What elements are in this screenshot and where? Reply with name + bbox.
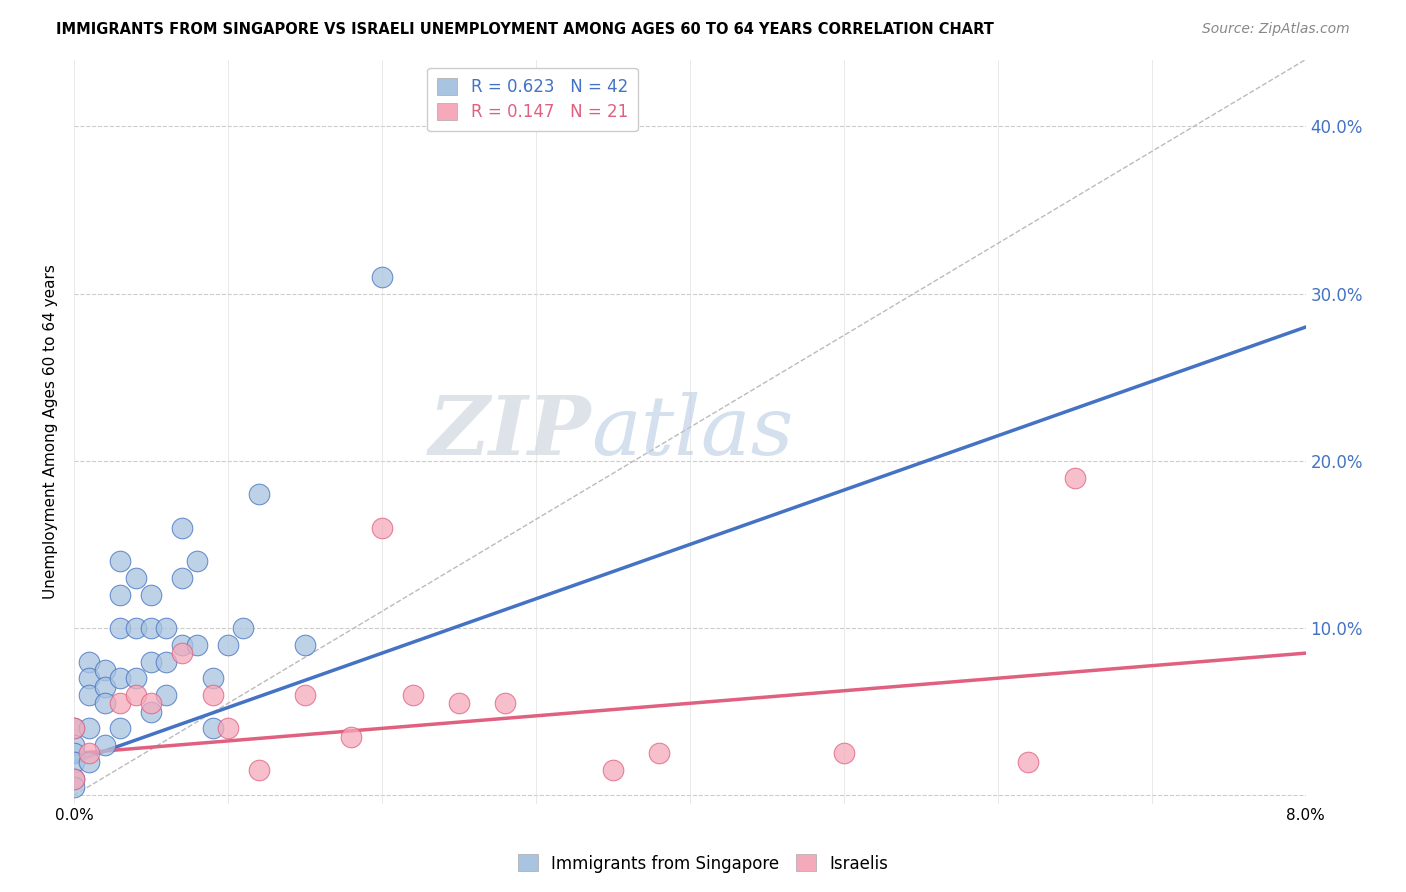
Point [186,638,208,652]
Point [494,696,516,710]
Point [110,588,132,602]
Point [79,688,101,702]
Text: Source: ZipAtlas.com: Source: ZipAtlas.com [1202,22,1350,37]
Point [63,780,86,794]
Point [63,747,86,761]
Point [217,638,239,652]
Point [63,738,86,752]
Point [170,521,193,535]
Point [110,621,132,635]
Text: IMMIGRANTS FROM SINGAPORE VS ISRAELI UNEMPLOYMENT AMONG AGES 60 TO 64 YEARS CORR: IMMIGRANTS FROM SINGAPORE VS ISRAELI UNE… [56,22,994,37]
Point [201,671,224,685]
Point [110,554,132,568]
Point [63,772,86,786]
Point [139,588,162,602]
Point [447,696,470,710]
Point [155,688,177,702]
Point [371,269,394,284]
Point [832,747,855,761]
Point [63,755,86,769]
Point [139,696,162,710]
Legend: Immigrants from Singapore, Israelis: Immigrants from Singapore, Israelis [512,847,894,880]
Point [170,646,193,660]
Point [63,772,86,786]
Point [170,638,193,652]
Text: ZIP: ZIP [429,392,592,472]
Point [63,722,86,736]
Point [217,722,239,736]
Point [170,571,193,585]
Point [79,747,101,761]
Point [124,621,146,635]
Point [110,671,132,685]
Point [602,763,624,777]
Point [110,696,132,710]
Point [79,722,101,736]
Legend: R = 0.623   N = 42, R = 0.147   N = 21: R = 0.623 N = 42, R = 0.147 N = 21 [427,68,638,131]
Point [340,730,363,744]
Point [201,722,224,736]
Point [247,763,270,777]
Point [371,521,394,535]
Point [139,655,162,669]
Point [155,655,177,669]
Point [124,671,146,685]
Point [247,487,270,501]
Y-axis label: Unemployment Among Ages 60 to 64 years: Unemployment Among Ages 60 to 64 years [44,264,58,599]
Point [79,755,101,769]
Point [94,696,117,710]
Point [79,671,101,685]
Point [139,621,162,635]
Point [139,705,162,719]
Point [402,688,425,702]
Point [94,680,117,694]
Point [124,688,146,702]
Point [110,722,132,736]
Point [155,621,177,635]
Point [186,554,208,568]
Point [94,738,117,752]
Text: atlas: atlas [592,392,793,472]
Point [1063,470,1085,484]
Point [79,655,101,669]
Point [648,747,671,761]
Point [124,571,146,585]
Point [294,688,316,702]
Point [63,722,86,736]
Point [94,663,117,677]
Point [1017,755,1039,769]
Point [201,688,224,702]
Point [294,638,316,652]
Point [232,621,254,635]
